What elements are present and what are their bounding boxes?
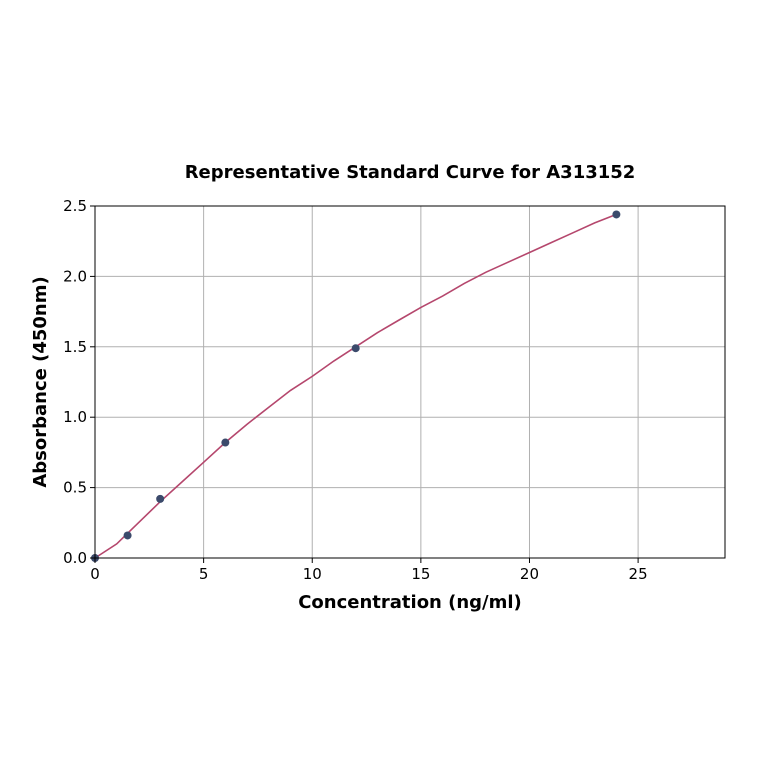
chart-title: Representative Standard Curve for A31315…: [185, 162, 636, 183]
y-tick-label: 1.5: [63, 338, 87, 356]
y-tick-label: 1.0: [63, 408, 87, 426]
x-axis-ticks: 0 5 10 15 20 25: [90, 558, 648, 583]
data-point: [351, 344, 360, 353]
data-point: [221, 438, 230, 447]
x-tick-label: 10: [303, 565, 322, 583]
plot-frame: [94, 205, 726, 559]
x-tick-label: 20: [520, 565, 539, 583]
y-tick-label: 0.5: [63, 479, 87, 497]
fit-curve-layer: [94, 213, 617, 559]
y-tick-label: 2.5: [63, 197, 87, 215]
y-tick-label: 0.0: [63, 549, 87, 567]
grid-lines: [94, 205, 725, 559]
fit-curve-line: [94, 213, 617, 559]
data-point: [156, 494, 165, 503]
x-tick-label: 15: [411, 565, 430, 583]
y-axis-label: Absorbance (450nm): [30, 276, 51, 487]
x-tick-label: 5: [199, 565, 209, 583]
x-tick-label: 0: [90, 565, 100, 583]
data-point: [123, 531, 132, 540]
data-point: [612, 210, 621, 219]
x-axis-label: Concentration (ng/ml): [298, 592, 522, 613]
y-axis-ticks: 0.0 0.5 1.0 1.5 2.0 2.5: [63, 197, 95, 567]
x-tick-label: 25: [629, 565, 648, 583]
data-points-layer: [91, 210, 621, 562]
y-tick-label: 2.0: [63, 267, 87, 285]
